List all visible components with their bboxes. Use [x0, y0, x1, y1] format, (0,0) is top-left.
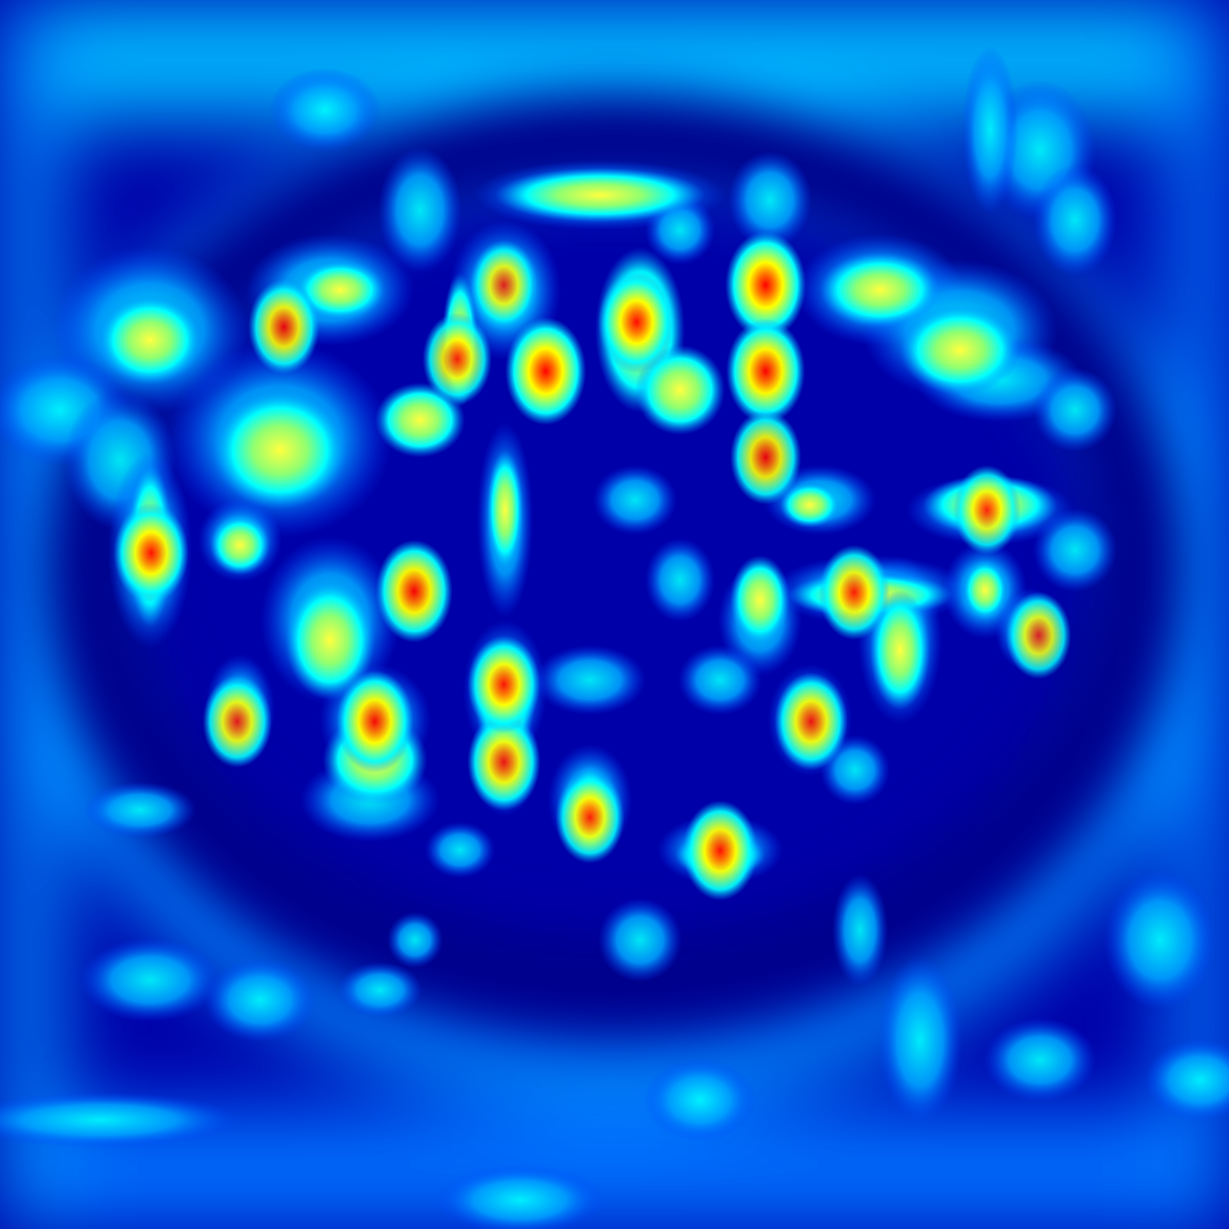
cool-region — [436, 1165, 604, 1229]
warm-region — [487, 450, 523, 570]
cool-region — [387, 912, 443, 968]
warm-region — [635, 345, 725, 435]
hotspot-8 — [113, 502, 189, 604]
cool-region — [1033, 368, 1117, 452]
warm-region — [375, 382, 465, 458]
warm-region — [820, 252, 940, 328]
hotspot-10 — [774, 672, 848, 771]
cool-region — [962, 46, 1018, 214]
hotspot-20 — [1005, 591, 1072, 679]
dark-ring — [49, 95, 1179, 1025]
hotspot-2 — [505, 317, 587, 426]
cool-region — [1104, 870, 1216, 1010]
warm-region — [780, 482, 840, 528]
warm-region — [212, 390, 348, 510]
cool-region — [878, 956, 962, 1124]
cool-region — [84, 782, 196, 838]
cool-region — [425, 822, 495, 878]
hotspot-19 — [555, 771, 625, 864]
cool-region — [338, 962, 422, 1018]
hotspot-5 — [375, 539, 453, 643]
hotspot-3 — [726, 318, 806, 424]
warm-region — [295, 260, 385, 320]
warm-region — [962, 560, 1008, 620]
cool-region — [678, 645, 762, 715]
cool-region — [0, 1092, 240, 1148]
cool-region — [1033, 164, 1117, 276]
activation-blobs — [0, 46, 1229, 1229]
cool-region — [984, 1018, 1096, 1102]
hotspot-18 — [470, 240, 538, 331]
hotspot-13 — [818, 544, 890, 640]
warm-region — [210, 515, 270, 575]
cool-region — [1144, 1038, 1229, 1122]
hotspot-4 — [598, 270, 676, 374]
cool-region — [1033, 508, 1117, 592]
hotspot-15 — [730, 409, 802, 505]
warm-region — [870, 590, 930, 710]
hotspot-9 — [467, 713, 541, 811]
cool-region — [728, 151, 812, 249]
hotspot-1 — [725, 231, 807, 340]
warm-region — [285, 580, 375, 700]
cool-region — [644, 1058, 756, 1142]
cool-region — [80, 938, 220, 1022]
hotspot-12 — [467, 635, 541, 734]
warm-region — [730, 555, 790, 645]
hotspot-14 — [202, 675, 272, 768]
cool-region — [593, 465, 677, 535]
cool-region — [204, 958, 316, 1042]
hotspot-7 — [682, 800, 758, 901]
warm-region — [97, 295, 203, 385]
warm-region — [900, 305, 1020, 395]
cool-region — [378, 147, 462, 273]
hotspot-17 — [422, 312, 492, 406]
cool-region — [534, 645, 646, 715]
hotspot-6 — [336, 670, 414, 773]
cool-region — [269, 68, 381, 152]
cool-region — [645, 538, 715, 622]
hotspot-11 — [248, 279, 320, 375]
hotspot-16 — [953, 465, 1021, 555]
cool-region — [832, 874, 888, 986]
warm-region — [495, 168, 705, 222]
cool-region — [598, 898, 682, 982]
